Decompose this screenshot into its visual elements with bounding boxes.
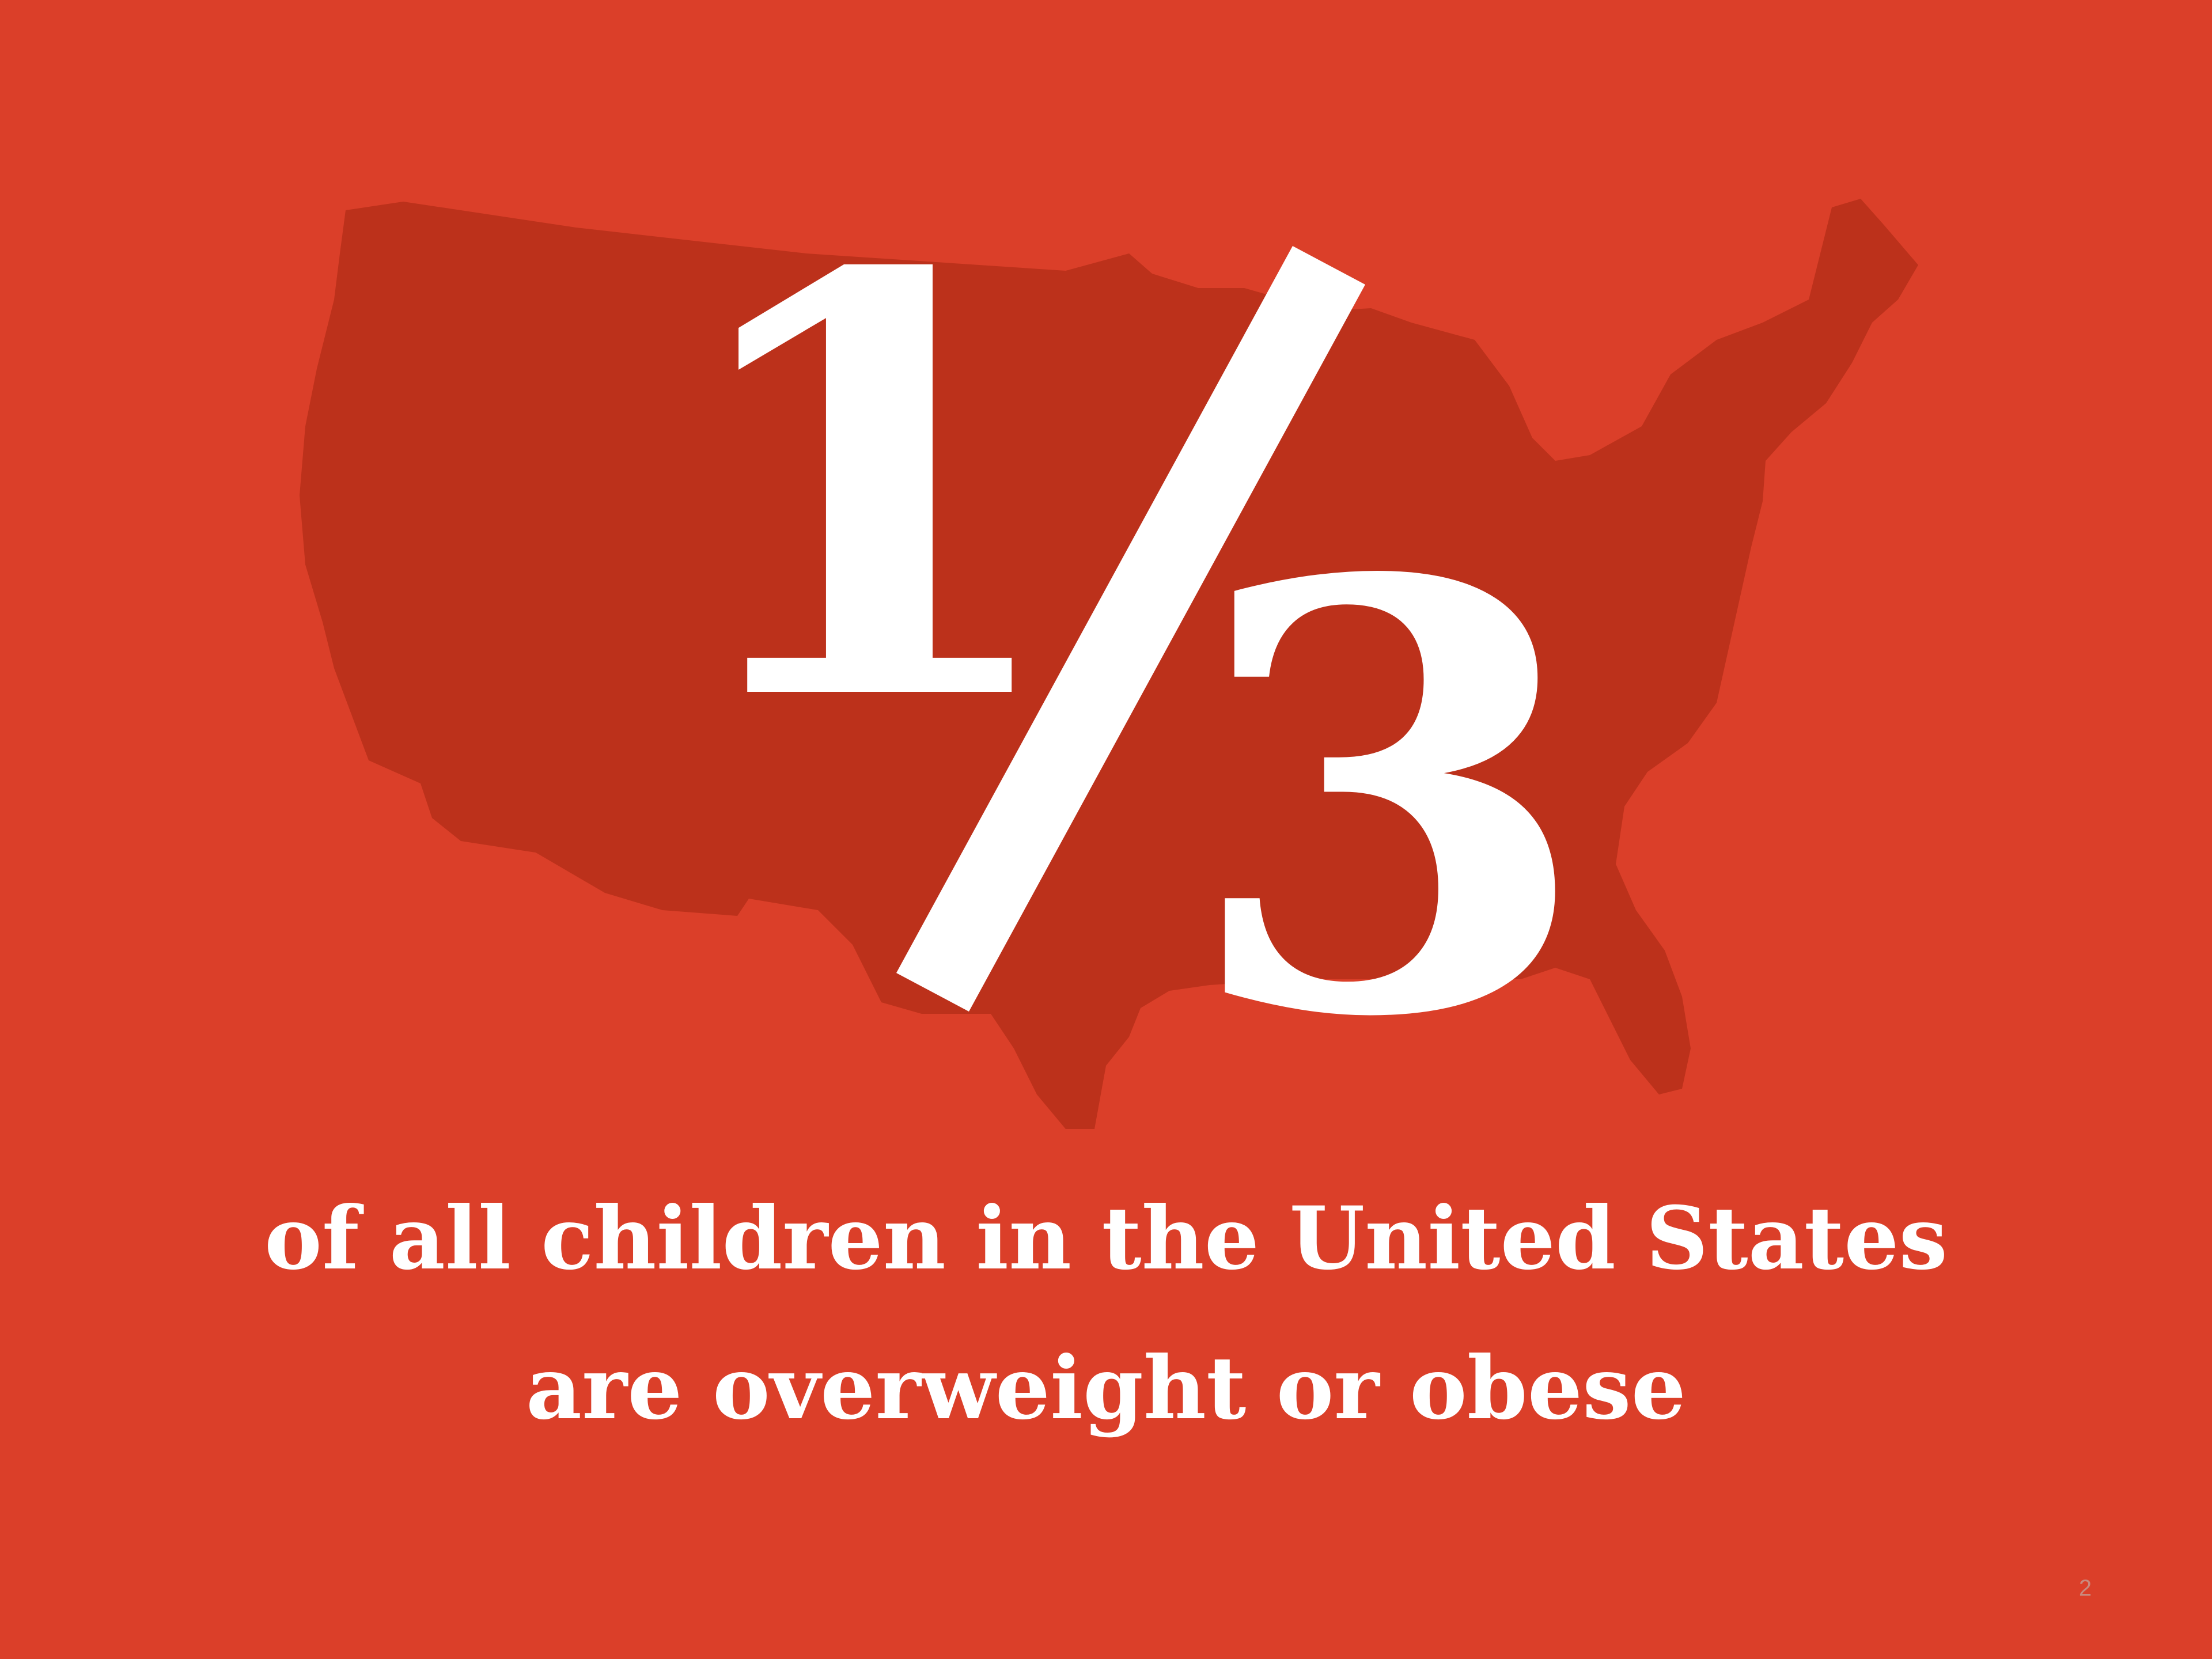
fraction-numerator: 1 xyxy=(668,151,1069,828)
fraction-denominator: 3 xyxy=(1184,455,1593,1146)
caption-line-2: are overweight or obese xyxy=(525,1338,1687,1439)
statistic-caption: of all children in the United States are… xyxy=(0,1164,2212,1463)
page-number: 2 xyxy=(2078,1575,2092,1601)
caption-line-1: of all children in the United States xyxy=(264,1188,1948,1289)
fraction-slash xyxy=(896,246,1365,1012)
